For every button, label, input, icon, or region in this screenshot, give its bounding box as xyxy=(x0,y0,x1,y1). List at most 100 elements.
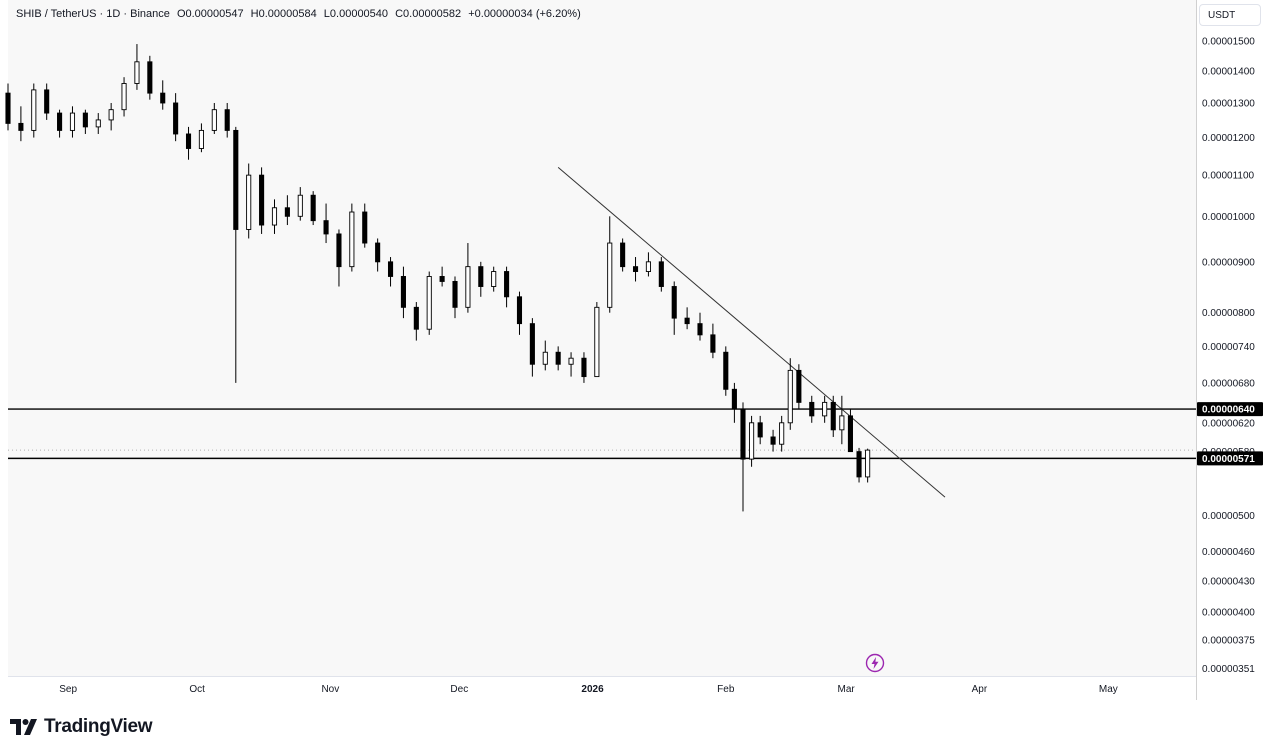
time-tick-label: Dec xyxy=(450,684,468,695)
candle-body xyxy=(310,194,316,222)
candle-body xyxy=(787,369,793,424)
candle-body xyxy=(796,369,802,403)
candle-body xyxy=(779,422,785,445)
tradingview-logo[interactable]: TradingView xyxy=(10,716,153,738)
candle-body xyxy=(147,61,153,94)
candle-body xyxy=(323,220,329,235)
candle-body xyxy=(581,357,587,378)
candle-body xyxy=(847,415,853,453)
trendline[interactable] xyxy=(557,166,946,498)
candle-body xyxy=(740,408,746,460)
candle-body xyxy=(134,61,140,84)
time-tick-label: Sep xyxy=(59,684,77,695)
candle-body xyxy=(697,323,703,336)
candle-body xyxy=(95,119,101,128)
candle-body xyxy=(516,296,523,325)
candle-body xyxy=(465,266,471,308)
candle-body xyxy=(426,276,432,330)
low-value: L0.00000540 xyxy=(323,8,389,20)
candle-body xyxy=(529,323,535,365)
time-tick-label: Oct xyxy=(189,684,205,695)
price-tick-label: 0.00001000 xyxy=(1202,212,1255,223)
price-tick-label: 0.00000500 xyxy=(1202,511,1255,522)
time-axis[interactable] xyxy=(8,676,1196,701)
candle-body xyxy=(830,401,836,431)
candle-body xyxy=(284,207,290,217)
candle-body xyxy=(198,129,204,149)
candle-body xyxy=(211,109,217,131)
time-tick-label: Apr xyxy=(972,684,988,695)
candle-body xyxy=(822,401,828,417)
candle-body xyxy=(504,271,510,298)
candle-body xyxy=(349,211,355,268)
candle-body xyxy=(594,306,600,378)
candle-body xyxy=(160,92,166,104)
candle-body xyxy=(297,194,303,217)
candle-body xyxy=(173,102,179,135)
candle-body xyxy=(121,83,127,111)
price-level-badge xyxy=(1197,451,1263,466)
candle-body xyxy=(865,449,871,478)
candle-body xyxy=(57,112,63,131)
candle-body xyxy=(757,422,763,438)
price-axis[interactable] xyxy=(1196,0,1280,700)
candle-body xyxy=(607,242,613,308)
time-tick-label: Feb xyxy=(717,684,735,695)
candle-body xyxy=(413,306,419,330)
price-tick-label: 0.00001100 xyxy=(1202,171,1255,182)
candle-body xyxy=(770,436,776,445)
candle-body xyxy=(723,351,729,390)
candle-body xyxy=(491,271,497,287)
close-value: C0.00000582 xyxy=(395,8,462,20)
chart-area[interactable] xyxy=(8,0,1196,676)
price-tick-label: 0.00001200 xyxy=(1202,133,1255,144)
candle-body xyxy=(5,92,11,124)
candle-body xyxy=(856,451,862,478)
price-tick-label: 0.00000900 xyxy=(1202,257,1255,268)
price-tick-label: 0.00000375 xyxy=(1202,635,1255,646)
time-tick-label: Mar xyxy=(838,684,856,695)
price-tick-label: 0.00000460 xyxy=(1202,547,1255,558)
currency-button[interactable]: USDT xyxy=(1199,4,1261,26)
candle-body xyxy=(31,89,37,131)
price-tick-label: 0.00000740 xyxy=(1202,342,1255,353)
candle-body xyxy=(233,129,239,230)
price-tick-label: 0.00000620 xyxy=(1202,418,1255,429)
candle-body xyxy=(69,112,76,131)
candle-body xyxy=(542,351,548,365)
candle-body xyxy=(400,276,406,308)
candle-body xyxy=(224,109,230,131)
candle-body xyxy=(108,109,114,121)
lightning-icon[interactable] xyxy=(865,653,885,673)
candle-body xyxy=(18,122,24,131)
brand-name: TradingView xyxy=(44,716,153,737)
candle-body xyxy=(620,242,626,268)
price-tick-label: 0.00000800 xyxy=(1202,308,1255,319)
price-level-label: 0.00000640 xyxy=(1202,405,1255,416)
candle-body xyxy=(645,261,651,272)
symbol-label[interactable]: SHIB / TetherUS · 1D · Binance xyxy=(16,8,170,20)
candle-body xyxy=(478,266,484,287)
price-tick-label: 0.00000430 xyxy=(1202,576,1255,587)
candle-body xyxy=(336,233,342,268)
price-tick-label: 0.00001400 xyxy=(1202,66,1255,77)
candle-body xyxy=(710,334,716,353)
candle-body xyxy=(671,286,677,319)
candle-body xyxy=(439,276,445,282)
time-tick-label: May xyxy=(1099,684,1118,695)
candle-body xyxy=(749,422,755,460)
tradingview-logo-icon xyxy=(10,719,37,735)
candle-body xyxy=(259,174,265,226)
candle-body xyxy=(375,242,381,263)
candlestick-chart: 0.00001500 0.00001400 0.00001300 0.00001200… xyxy=(5,37,1263,695)
price-tick-label: 0.00000680 xyxy=(1202,378,1255,389)
candle-body xyxy=(555,351,561,365)
candle-body xyxy=(452,281,458,308)
candle-body xyxy=(246,174,252,230)
price-tick-label: 0.00000351 xyxy=(1202,664,1255,675)
time-tick-label: Nov xyxy=(321,684,339,695)
candle-body xyxy=(44,89,50,114)
price-tick-label: 0.00001500 xyxy=(1202,37,1255,48)
candle-body xyxy=(185,133,192,149)
candle-body xyxy=(809,401,815,417)
